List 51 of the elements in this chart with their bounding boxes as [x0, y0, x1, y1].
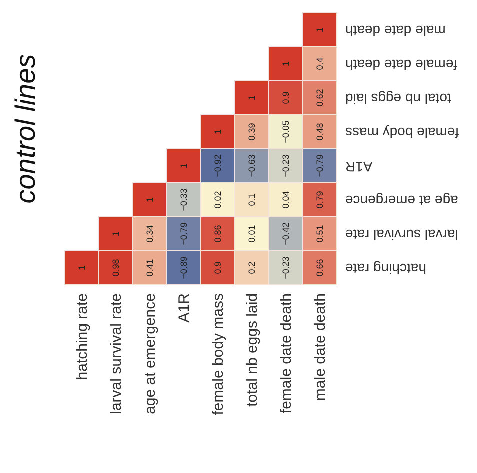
data-label: 0.01 [247, 225, 257, 243]
x-tick-label: hatching rate [74, 294, 91, 380]
data-label: −0.42 [281, 222, 291, 246]
data-label: 1 [315, 27, 325, 33]
data-label: 0.39 [247, 123, 257, 141]
data-label: −0.33 [179, 188, 189, 212]
data-label: 0.04 [281, 191, 291, 209]
data-label: 0.66 [315, 259, 325, 277]
data-label: 0.62 [315, 89, 325, 107]
x-tick-label: total nb eggs laid [244, 294, 261, 407]
data-label: 0.4 [315, 58, 325, 70]
data-label: −0.23 [281, 154, 291, 178]
data-label: −0.89 [179, 256, 189, 280]
text: control lines [10, 54, 41, 204]
y-tick-label: total nb eggs laid [346, 91, 452, 107]
data-label: 0.9 [213, 262, 223, 274]
data-label: 0.1 [247, 194, 257, 206]
y-tick-label: A1R [346, 159, 373, 175]
y-tick-label: male date death [346, 23, 446, 39]
data-label: 0.79 [315, 191, 325, 209]
data-label: 1 [179, 163, 189, 169]
y-tick-label: hatching rate [345, 261, 426, 277]
data-label: 1 [281, 61, 291, 67]
data-label: 0.02 [213, 191, 223, 209]
x-tick-label: A1R [176, 293, 193, 323]
data-label: 1 [247, 95, 257, 101]
data-label: 0.98 [111, 259, 121, 277]
data-label: 0.48 [315, 123, 325, 141]
y-tick-label: larval survival rate [345, 227, 458, 243]
data-label: 0.9 [281, 92, 291, 104]
x-tick-label: larval survival rate [108, 294, 125, 414]
data-label: −0.63 [247, 154, 257, 178]
data-label: 1 [111, 231, 121, 237]
data-label: 1 [145, 197, 155, 203]
data-label: −0.79 [179, 222, 189, 246]
data-label: −0.23 [281, 256, 291, 280]
data-label: 1 [213, 129, 223, 135]
data-label: 0.41 [145, 259, 155, 277]
data-label: 0.2 [247, 262, 257, 274]
data-label: −0.05 [281, 120, 291, 144]
data-label: 1 [77, 265, 87, 271]
data-label: 0.34 [145, 225, 155, 243]
y-tick-label: female date death [346, 57, 458, 73]
data-label: −0.92 [213, 154, 223, 178]
data-label: −0.79 [315, 154, 325, 178]
y-tick-label: age at emergence [345, 193, 458, 209]
x-tick-label: age at emergence [142, 294, 159, 414]
y-tick-label: female body mass [346, 125, 460, 141]
data-label: 0.86 [213, 225, 223, 243]
data-label: 0.51 [315, 225, 325, 243]
x-tick-label: female body mass [210, 294, 227, 416]
